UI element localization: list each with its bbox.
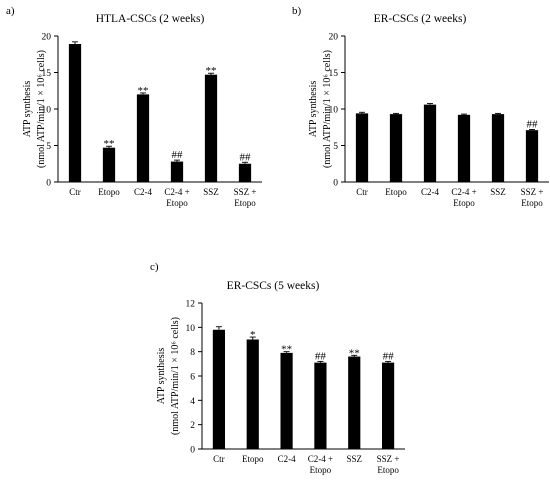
panel-3-ytick-label: 2 [190,421,195,431]
panel-1-category-label: Etopo [166,198,188,208]
panel-3-ytick-label: 0 [190,446,195,456]
panel-1-bar [238,163,252,182]
panel-3-ytick-label: 12 [186,300,196,310]
panel-2-ytick-label: 0 [333,179,338,189]
panel-2-bar [457,114,471,182]
panel-1-category-label: SSZ + [234,187,257,197]
panel-3-ylabel-line2: (nmol ATP/min/1 × 10⁶ cells) [170,317,181,435]
panel-2-category-label: C2-4 + [451,187,476,197]
panel-3-category-label: SSZ + [377,454,400,464]
panel-3-category-label: C2-4 [278,454,297,464]
panel-3-category-label: C2-4 + [308,454,333,464]
panel-1-category-label: C2-4 [134,187,153,197]
panel-2-ytick-label: 20 [329,33,339,43]
panel-1-bar [68,44,82,182]
panel-1-ytick-label: 15 [42,69,52,79]
panel-1-letter: a) [6,5,15,17]
panel-3-bar [381,362,395,449]
panel-3-category-label: Etopo [242,454,264,464]
panel-1-significance: ## [240,151,252,163]
panel-3-category-label: SSZ [346,454,362,464]
panel-1-significance: ** [104,138,115,150]
panel-1-ytick-label: 0 [46,179,51,189]
panel-1-significance: ** [138,85,149,97]
panel-3-category-label: Etopo [310,465,332,475]
panel-3-significance: ## [315,350,327,362]
panel-3-ytick-label: 10 [186,324,196,334]
panel-2-ytick-label: 10 [329,106,339,116]
panel-2-bar [525,130,539,182]
panel-2-ytick-label: 15 [329,69,339,79]
panel-3-significance: * [250,329,256,341]
panel-2-significance: ## [527,118,539,130]
panel-3-significance: ## [383,350,395,362]
panel-1-title: HTLA-CSCs (2 weeks) [96,13,205,25]
panel-2-title: ER-CSCs (2 weeks) [374,13,467,25]
panel-2-ylabel-line1: ATP synthesis [308,81,319,138]
panel-3-significance: ** [281,344,292,356]
panel-3-ylabel-line1: ATP synthesis [156,348,167,405]
panel-2-category-label: C2-4 [421,187,440,197]
panel-3-bar [348,356,361,449]
panel-1-bar [102,147,116,182]
panel-3-ytick-label: 4 [190,397,195,407]
panel-2-bar [355,113,369,182]
panel-2-category-label: SSZ + [521,187,544,197]
panel-3-bar [212,329,226,449]
panel-2-ylabel-line2: (nmol ATP/min/1 × 10⁶ cells) [322,50,333,168]
panel-3-bar [246,339,259,449]
panel-3-category-label: Ctr [213,454,225,464]
panel-1-category-label: C2-4 + [164,187,189,197]
panel-2-ytick-label: 5 [333,142,338,152]
panel-1-significance: ## [172,149,184,161]
panel-1-category-label: Etopo [234,198,256,208]
panel-2-category-label: Etopo [453,198,475,208]
panel-2-letter: b) [292,5,302,17]
panel-1-category-label: Etopo [98,187,120,197]
panel-3-title: ER-CSCs (5 weeks) [227,280,320,292]
panel-2-category-label: Etopo [385,187,407,197]
panel-2-category-label: SSZ [490,187,506,197]
panel-1-significance: ** [206,65,217,77]
panel-3-category-label: Etopo [377,465,399,475]
panel-3-ytick-label: 8 [190,348,195,358]
panel-1-ytick-label: 5 [46,142,51,152]
panel-2-bar [491,114,505,182]
panel-1-ytick-label: 10 [42,106,52,116]
panel-1-category-label: Ctr [69,187,81,197]
panel-2-category-label: Etopo [521,198,543,208]
panel-1-category-label: SSZ [203,187,219,197]
panel-3-bar [314,362,327,449]
panel-2-category-label: Ctr [356,187,368,197]
panel-2-bar [423,104,437,182]
panel-1-ytick-label: 20 [42,33,52,43]
panel-1-ylabel-line1: ATP synthesis [22,81,33,138]
panel-3-significance: ** [349,347,360,359]
panel-1-bar [204,74,218,182]
panel-3-ytick-label: 6 [190,373,195,383]
panel-1-bar [170,161,184,182]
panel-1-bar [136,94,150,182]
panel-2-bar [389,114,403,182]
panel-3-bar [280,352,293,449]
panel-3-letter: c) [150,261,159,273]
panel-1-ylabel-line2: (nmol ATP/min/1 × 10⁶ cells) [36,50,47,168]
